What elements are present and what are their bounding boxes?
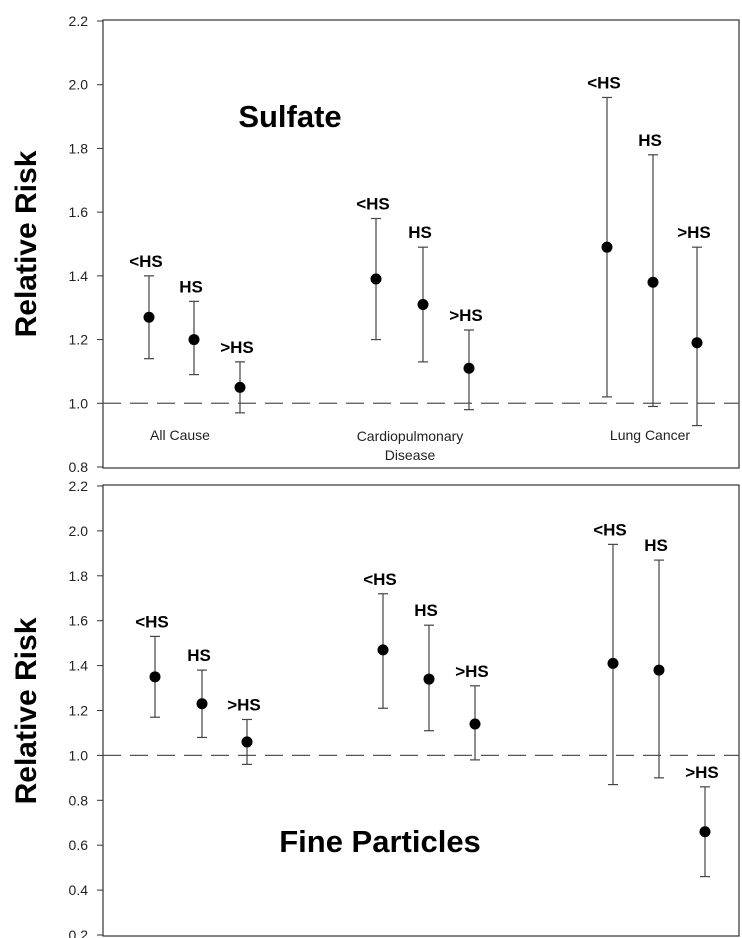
category-label: Lung Cancer xyxy=(610,427,691,443)
data-point xyxy=(143,311,155,323)
data-point xyxy=(241,736,253,748)
point-label: <HS xyxy=(587,73,621,92)
y-tick-label: 1.6 xyxy=(69,204,89,220)
point-label: >HS xyxy=(677,223,711,242)
point-label: >HS xyxy=(449,306,483,325)
category-label: Cardiopulmonary xyxy=(357,428,464,444)
panel-title: Sulfate xyxy=(238,99,341,134)
y-axis-label: Relative Risk xyxy=(10,150,43,337)
y-tick-label: 0.4 xyxy=(69,882,89,898)
panel-fine-particles: 0.2 0.4 0.6 0.8 1.0 1.2 1.4 1.6 1.8 2.0 2.2 Relativ… xyxy=(10,478,740,938)
y-tick-label: 1.0 xyxy=(69,747,89,763)
y-tick-label: 2.0 xyxy=(69,523,89,539)
data-point xyxy=(188,334,200,346)
data-point xyxy=(377,644,389,656)
data-point xyxy=(417,299,429,311)
y-tick-label: 1.6 xyxy=(69,613,89,629)
y-tick-label: 2.2 xyxy=(69,478,89,494)
category-label: All Cause xyxy=(150,427,210,443)
y-tick-label: 1.4 xyxy=(69,658,89,674)
data-point xyxy=(469,718,481,730)
data-point xyxy=(234,381,246,393)
panel-sulfate: 0.8 1.0 1.2 1.4 1.6 1.8 2.0 2.2 Relative Risk Sul… xyxy=(10,13,740,475)
point-label: >HS xyxy=(685,763,719,782)
data-point xyxy=(370,273,382,285)
point-label: HS xyxy=(408,223,432,242)
category-label: Disease xyxy=(385,447,436,463)
point-label: <HS xyxy=(135,612,169,631)
y-tick-label: 2.2 xyxy=(69,13,89,29)
point-label: <HS xyxy=(356,195,390,214)
y-axis-label: Relative Risk xyxy=(10,617,43,804)
point-label: HS xyxy=(187,646,211,665)
point-label: <HS xyxy=(593,520,627,539)
y-tick-label: 1.4 xyxy=(69,268,89,284)
y-tick-label: 1.8 xyxy=(69,568,89,584)
data-point xyxy=(647,276,659,288)
data-point xyxy=(601,241,613,253)
point-label: <HS xyxy=(363,570,397,589)
data-point xyxy=(699,826,711,838)
y-tick-label: 0.2 xyxy=(69,927,89,938)
data-point xyxy=(149,671,161,683)
data-point xyxy=(463,362,475,374)
data-point xyxy=(423,673,435,685)
y-tick-label: 2.0 xyxy=(69,77,89,93)
point-label: >HS xyxy=(227,695,261,714)
point-label: >HS xyxy=(455,662,489,681)
point-label: HS xyxy=(644,536,668,555)
plot-frame xyxy=(102,19,740,469)
data-point xyxy=(607,657,619,669)
y-tick-label: 0.8 xyxy=(69,459,89,475)
point-label: HS xyxy=(179,277,203,296)
data-point xyxy=(691,337,703,349)
panel-title: Fine Particles xyxy=(279,824,481,859)
y-tick-label: 0.6 xyxy=(69,837,89,853)
point-label: HS xyxy=(414,601,438,620)
data-point xyxy=(196,698,208,710)
y-tick-label: 1.2 xyxy=(69,332,89,348)
point-label: <HS xyxy=(129,252,163,271)
y-tick-label: 0.8 xyxy=(69,792,89,808)
y-tick-label: 1.2 xyxy=(69,703,89,719)
y-tick-label: 1.8 xyxy=(69,140,89,156)
data-point xyxy=(653,664,665,676)
point-label: >HS xyxy=(220,338,254,357)
point-label: HS xyxy=(638,131,662,150)
y-tick-label: 1.0 xyxy=(69,395,89,411)
